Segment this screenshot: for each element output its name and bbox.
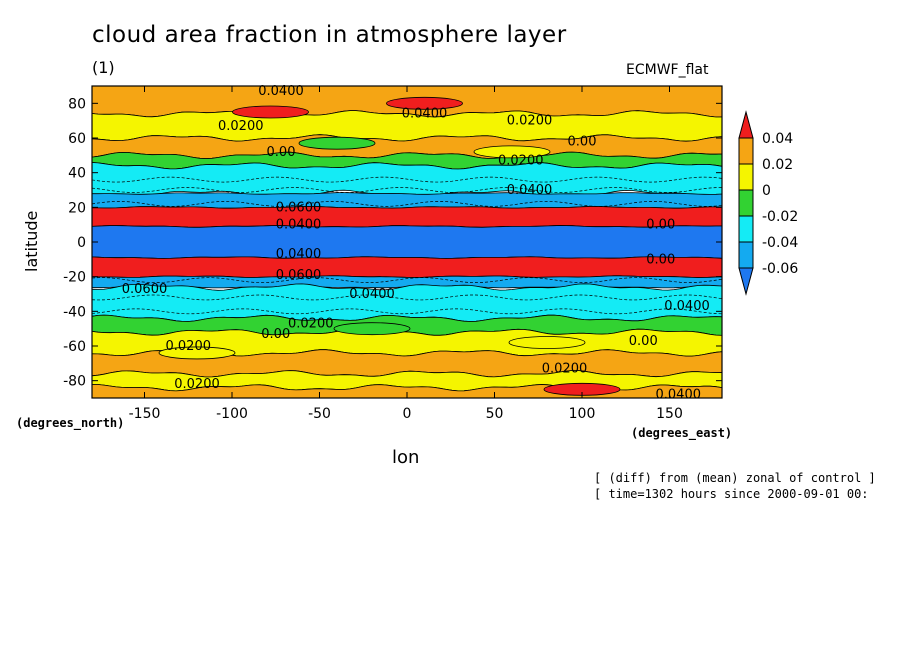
colorbar-label-2: 0	[762, 183, 771, 199]
colorbar-label-0: 0.04	[762, 131, 793, 147]
contour-line-3	[92, 308, 722, 315]
x-tick-label-0: -150	[129, 406, 161, 422]
x-tick-label-1: -100	[216, 406, 248, 422]
x-axis-label: lon	[392, 447, 420, 468]
patch-6	[333, 322, 411, 336]
contour-label-22: 0.0200	[174, 377, 220, 392]
colorbar-label-5: -0.06	[762, 261, 798, 277]
contour-label-17: 0.0200	[288, 316, 334, 331]
y-tick-label-2: 40	[68, 166, 86, 182]
x-axis-unit: (degrees_east)	[631, 426, 733, 440]
contour-line-0	[92, 187, 722, 193]
contour-label-9: 0.0400	[276, 218, 322, 233]
contour-label-11: 0.0400	[276, 247, 322, 262]
band-7	[92, 225, 722, 259]
y-tick-label-4: 0	[77, 235, 86, 251]
y-tick-label-5: -20	[63, 270, 86, 286]
y-tick-label-8: -80	[63, 374, 86, 390]
contour-label-1: 0.0400	[402, 107, 448, 122]
patch-2	[298, 136, 376, 150]
patch-1	[386, 96, 463, 110]
patch-4	[158, 346, 236, 360]
contour-label-4: 0.00	[568, 134, 597, 149]
colorbar-segment-1	[738, 137, 754, 165]
contour-label-5: 0.00	[267, 145, 296, 160]
contour-label-13: 0.0600	[276, 268, 322, 283]
y-tick-label-1: 60	[68, 131, 86, 147]
chart-title: cloud area fraction in atmosphere layer	[92, 22, 567, 48]
y-tick-label-6: -40	[63, 304, 86, 320]
contour-label-10: 0.00	[646, 218, 675, 233]
colorbar-top-triangle	[738, 110, 754, 139]
patch-0	[232, 105, 309, 119]
band-4	[92, 162, 722, 198]
x-tick-label-2: -50	[308, 406, 331, 422]
colorbar-label-1: 0.02	[762, 157, 793, 173]
patch-3	[473, 145, 551, 159]
model-label: ECMWF_flat	[626, 62, 709, 78]
patch-5	[508, 336, 586, 349]
contour-label-0: 0.0400	[258, 84, 304, 99]
contour-label-7: 0.0400	[507, 183, 553, 198]
y-axis-unit: (degrees_north)	[16, 416, 125, 430]
colorbar-segment-3	[738, 189, 754, 217]
colorbar-bottom-triangle	[738, 267, 754, 296]
colorbar-segment-4	[738, 215, 754, 243]
contour-label-15: 0.0400	[349, 287, 395, 302]
contour-label-18: 0.00	[261, 327, 290, 342]
contour-line-4	[92, 201, 722, 207]
contour-label-21: 0.0200	[542, 362, 588, 377]
band-10	[92, 283, 722, 322]
time-note: [ time=1302 hours since 2000-09-01 00:	[594, 487, 869, 501]
y-tick-label-3: 20	[68, 200, 86, 216]
x-tick-label-6: 150	[656, 406, 683, 422]
contour-label-20: 0.0200	[166, 339, 212, 354]
contour-label-12: 0.00	[646, 252, 675, 267]
x-tick-label-4: 50	[486, 406, 504, 422]
band-5	[92, 192, 722, 209]
colorbar-label-4: -0.04	[762, 235, 798, 251]
contour-line-1	[92, 176, 722, 183]
diff-note: [ (diff) from (mean) zonal of control ]	[594, 471, 876, 485]
y-tick-label-7: -60	[63, 339, 86, 355]
x-tick-label-5: 100	[569, 406, 596, 422]
colorbar-segment-5	[738, 241, 754, 269]
contour-label-19: 0.00	[629, 334, 658, 349]
contour-label-23: 0.0400	[656, 388, 702, 403]
contour-label-8: 0.0600	[276, 200, 322, 215]
band-8	[92, 256, 722, 279]
x-tick-label-3: 0	[403, 406, 412, 422]
contour-label-14: 0.0600	[122, 282, 168, 297]
chart-subtitle: (1)	[92, 58, 115, 77]
colorbar-label-3: -0.02	[762, 209, 798, 225]
colorbar-segment-2	[738, 163, 754, 191]
band-6	[92, 205, 722, 228]
contour-label-2: 0.0200	[218, 119, 264, 134]
y-tick-label-0: 80	[68, 96, 86, 112]
contour-label-6: 0.0200	[498, 154, 544, 169]
contour-line-5	[92, 277, 722, 283]
contour-line-2	[92, 294, 722, 301]
contour-label-3: 0.0200	[507, 114, 553, 129]
contour-label-16: 0.0400	[664, 299, 710, 314]
